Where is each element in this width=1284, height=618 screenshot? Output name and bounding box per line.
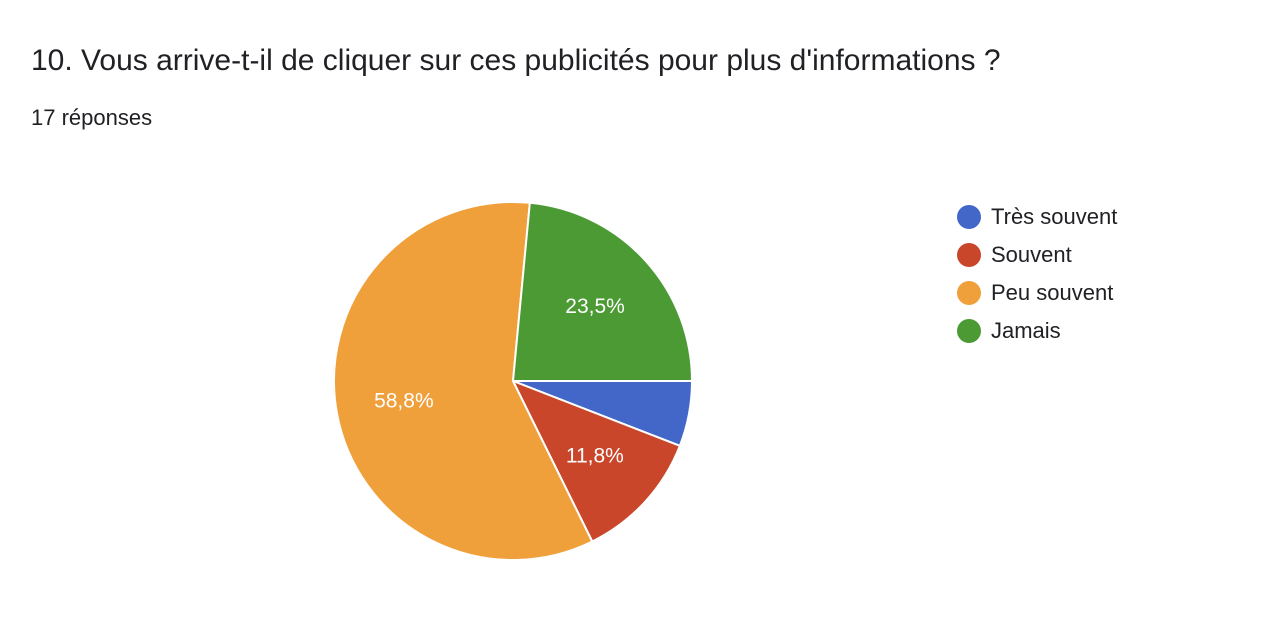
legend-label-jamais: Jamais — [991, 318, 1061, 343]
question-title: 10. Vous arrive-t-il de cliquer sur ces … — [31, 44, 1001, 77]
legend-item-tres-souvent[interactable]: Très souvent — [957, 198, 1117, 236]
data-label-souvent: 11,8% — [566, 444, 624, 467]
legend-swatch-tres-souvent — [957, 205, 981, 229]
legend: Très souvent Souvent Peu souvent Jamais — [957, 198, 1117, 350]
legend-swatch-jamais — [957, 319, 981, 343]
pie-slices — [333, 201, 693, 561]
data-label-peu-souvent: 58,8% — [374, 390, 434, 413]
legend-label-tres-souvent: Très souvent — [991, 204, 1118, 229]
legend-swatch-peu-souvent — [957, 281, 981, 305]
response-count: 17 réponses — [31, 105, 153, 130]
pie-slice-jamais[interactable] — [512, 201, 693, 382]
legend-item-jamais[interactable]: Jamais — [957, 312, 1117, 350]
data-label-jamais: 23,5% — [565, 295, 625, 318]
pie-slice-souvent[interactable] — [512, 380, 681, 543]
legend-label-peu-souvent: Peu souvent — [991, 280, 1114, 305]
legend-item-souvent[interactable]: Souvent — [957, 236, 1117, 274]
legend-label-souvent: Souvent — [991, 242, 1072, 267]
pie-slice-peu-souvent[interactable] — [333, 201, 594, 561]
legend-item-peu-souvent[interactable]: Peu souvent — [957, 274, 1117, 312]
pie-data-labels: 11,8% 58,8% 23,5% — [374, 295, 625, 468]
legend-swatch-souvent — [957, 243, 981, 267]
